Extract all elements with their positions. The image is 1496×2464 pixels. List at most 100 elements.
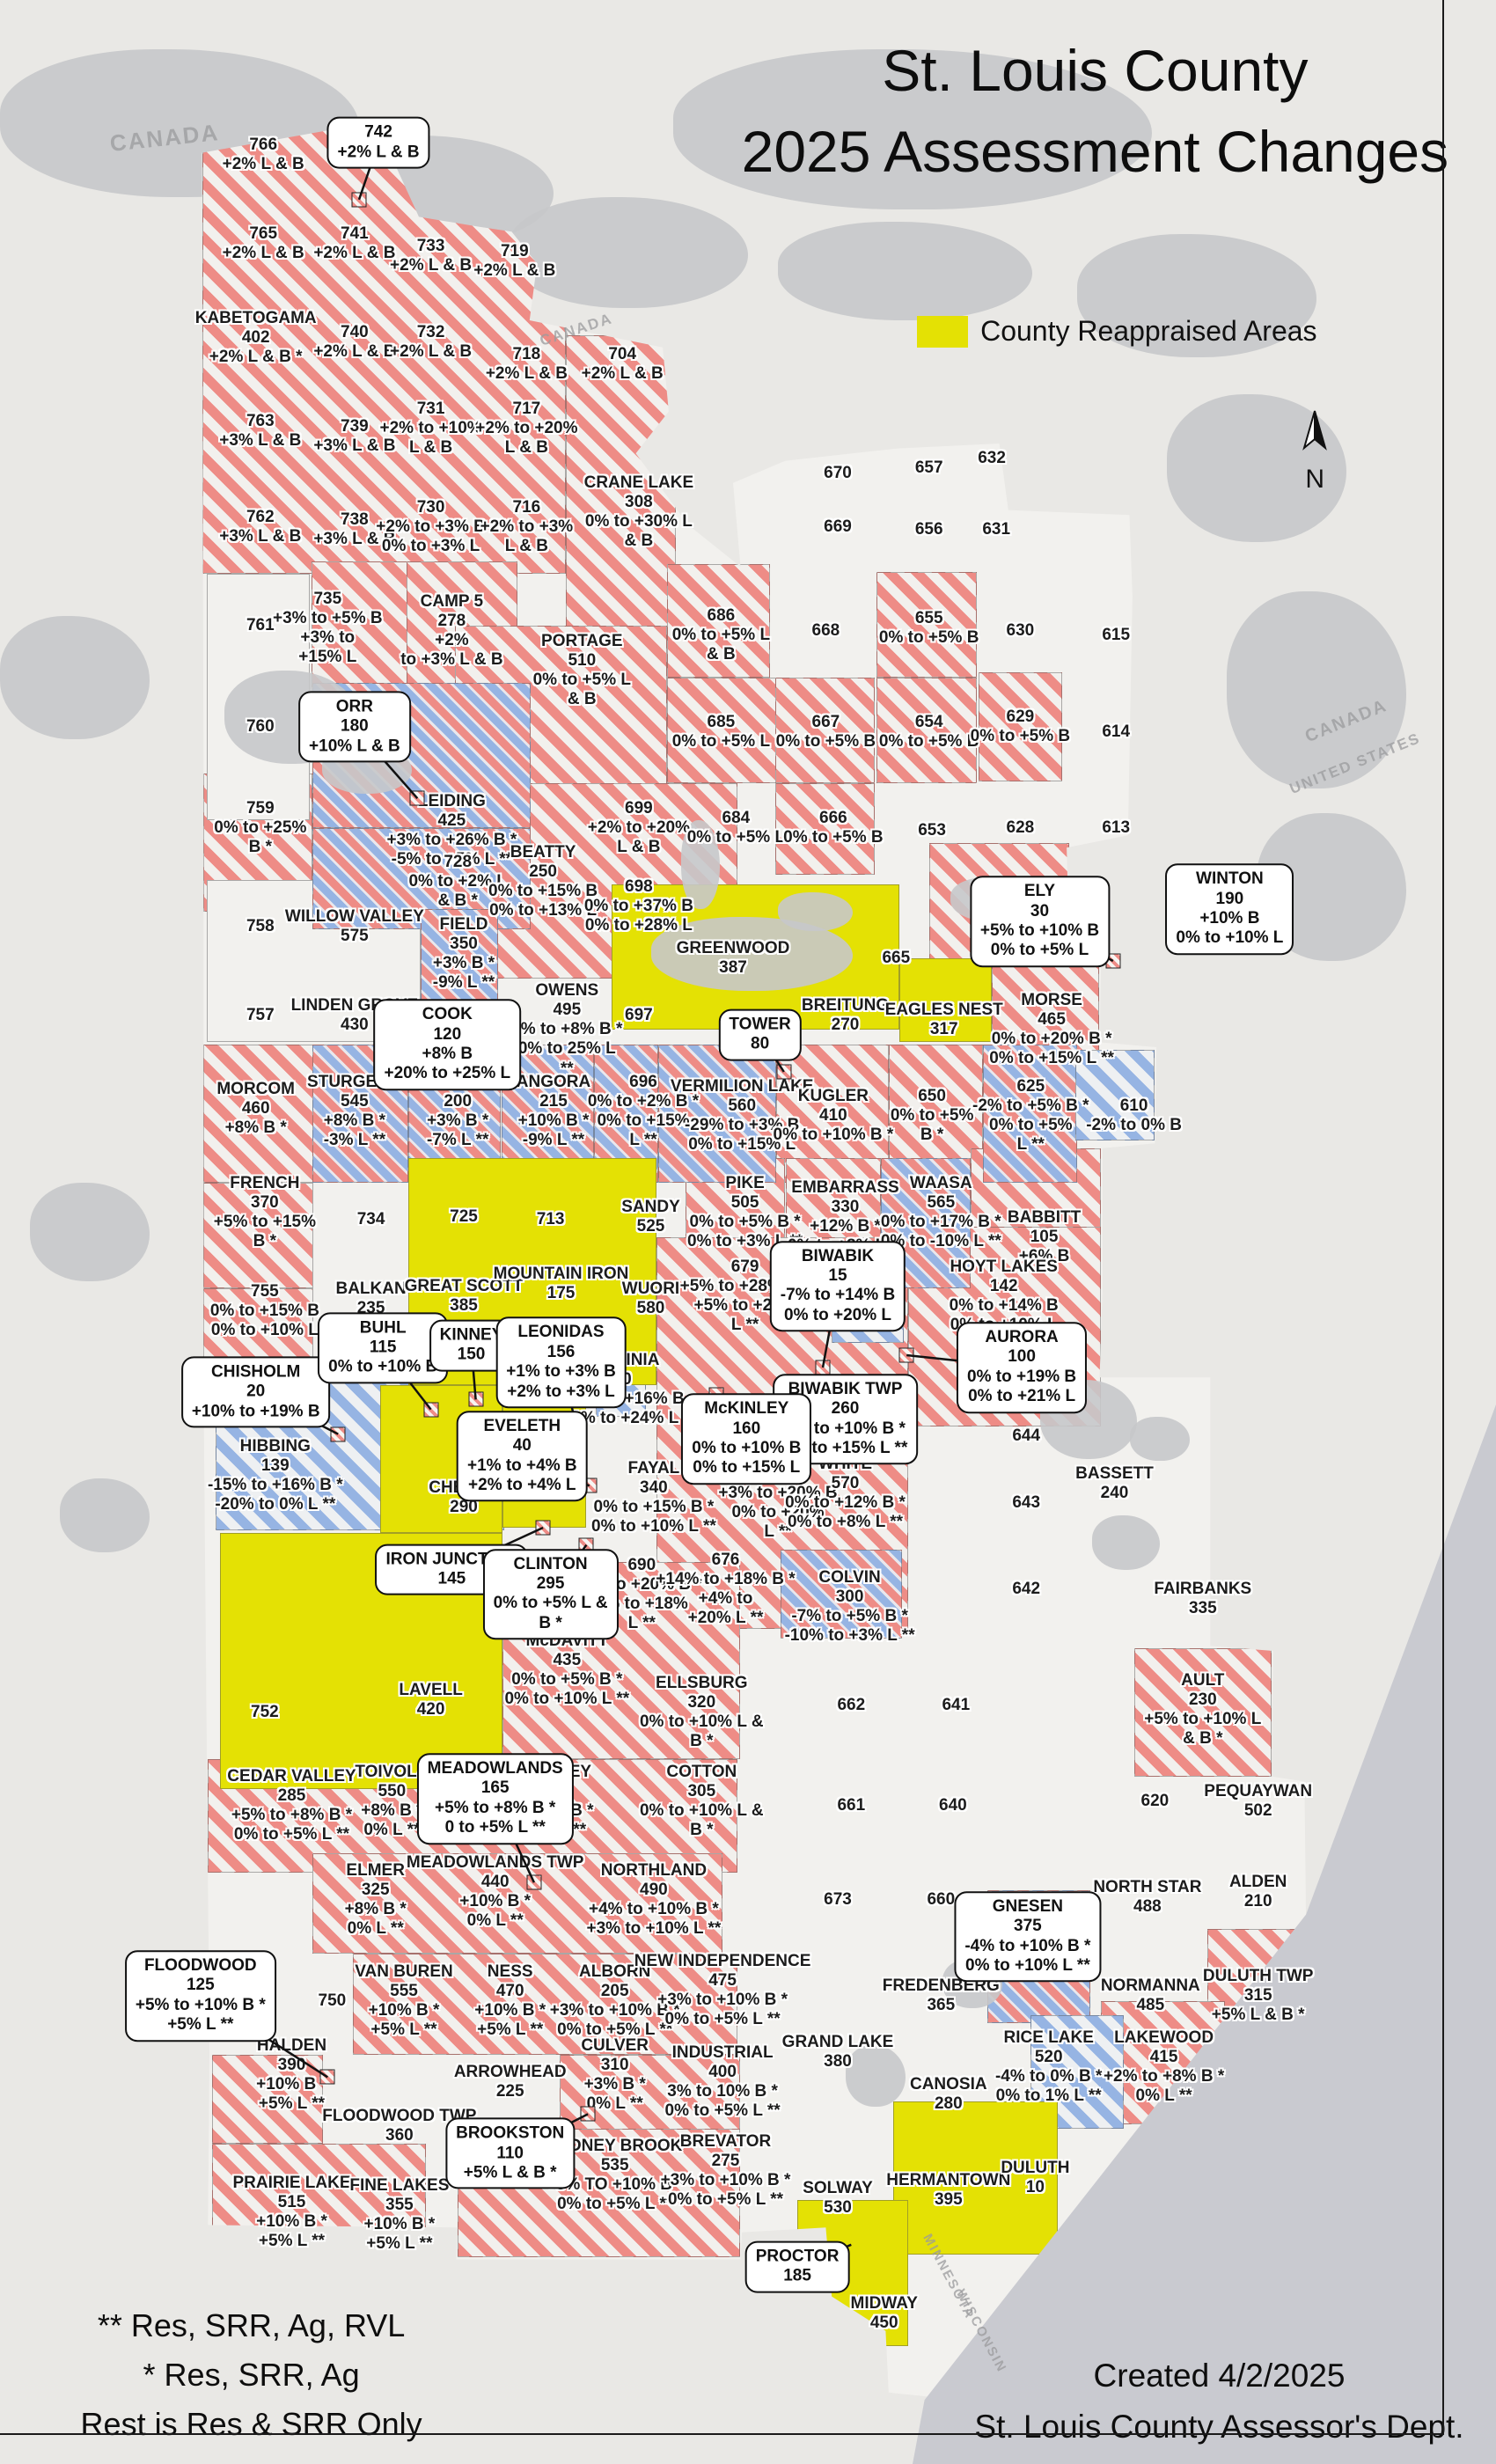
- label-line: -10% to +3% L **: [784, 1625, 915, 1645]
- label-line: -20% to 0% L **: [215, 1495, 336, 1514]
- region-label: 698 0% to +37% B 0% to +28% L: [584, 877, 693, 935]
- lake: [509, 197, 748, 308]
- zone-t667: [774, 678, 876, 784]
- label-line: CHISHOLM: [211, 1362, 301, 1382]
- footnote-line3: Rest is Res & SRR Only: [80, 2405, 422, 2442]
- label-line: 340: [640, 1478, 668, 1498]
- label-line: 115: [369, 1338, 397, 1357]
- label-line: HIBBING: [239, 1437, 311, 1456]
- label-line: McKINLEY: [704, 1399, 789, 1419]
- label-line: 641: [942, 1695, 971, 1714]
- label-line: NORTH STAR: [1093, 1877, 1202, 1896]
- label-line: +5% L & B *: [463, 2163, 557, 2182]
- label-line: 0% to +5% L: [671, 731, 771, 751]
- label-line: NORMANNA: [1100, 1976, 1200, 1995]
- callout-orr: ORR 180 +10% L & B: [298, 691, 411, 763]
- label-line: +2% L & B: [222, 155, 304, 174]
- lake: [30, 1183, 150, 1281]
- label-line: +5% to +10% B *: [135, 1996, 266, 2014]
- lake: [1092, 1515, 1160, 1570]
- region-label: PEQUAYWAN 502: [1204, 1782, 1312, 1821]
- label-line: +10% B *: [368, 2000, 440, 2020]
- label-line: 210: [1243, 1892, 1272, 1911]
- callout-mckinley: McKINLEY 160 0% to +10% B 0% to +15% L: [681, 1393, 812, 1485]
- label-line: 510: [568, 650, 597, 670]
- label-line: 0% to +5% L **: [667, 2189, 784, 2209]
- callout-buhl: BUHL 115 0% to +10% B: [318, 1311, 449, 1384]
- zone-t629: [978, 672, 1062, 781]
- label-line: PEQUAYWAN: [1204, 1781, 1313, 1800]
- label-line: 656: [914, 519, 943, 539]
- label-line: +5% to +10% L: [1144, 1710, 1262, 1729]
- label-line: 355: [385, 2196, 414, 2215]
- label-line: 0% to +5% B *: [689, 1212, 801, 1231]
- label-line: +5% to +10% B: [979, 921, 1100, 941]
- label-line: 615: [1102, 626, 1131, 645]
- label-line: 643: [1012, 1492, 1041, 1512]
- label-line: 613: [1102, 818, 1131, 837]
- label-line: 620: [1140, 1791, 1170, 1810]
- zone-t610: [1075, 1049, 1155, 1141]
- label-line: 644: [1012, 1426, 1041, 1446]
- region-label: 739 +3% L & B: [313, 417, 395, 456]
- label-line: 502: [1243, 1800, 1272, 1820]
- label-line: 667: [811, 712, 840, 731]
- region-label: MOUNTAIN IRON 175: [494, 1265, 629, 1303]
- label-line: +6% B: [1018, 1246, 1070, 1265]
- region-label: BREVATOR 275 +3% to +10% B * 0% to +5% L **: [661, 2132, 791, 2210]
- region-label: 757: [246, 1006, 275, 1025]
- label-line: 0% to +20% L: [784, 1306, 891, 1324]
- label-line: +2% L & B: [390, 342, 473, 362]
- region-label: 730 +2% to +3% B 0% to +3% L: [376, 498, 486, 556]
- label-line: 465: [1038, 1010, 1066, 1030]
- north-arrow-icon: [1302, 410, 1328, 451]
- label-line: +10% B *: [474, 2000, 546, 2020]
- label-line: 555: [390, 1981, 418, 2000]
- label-line: 0% L **: [1135, 2086, 1192, 2106]
- label-line: 697: [625, 1005, 653, 1024]
- label-line: 668: [811, 620, 840, 640]
- label-line: TOWER: [729, 1015, 791, 1034]
- region-label: CAMP 5 278 +2% to +3% L & B: [400, 592, 502, 670]
- label-line: 185: [783, 2267, 811, 2285]
- label-line: +2% L & B *: [209, 347, 303, 366]
- region-label: 733 +2% L & B: [390, 237, 472, 275]
- label-line: & B: [624, 532, 654, 551]
- zone-t625: [982, 1045, 1077, 1183]
- label-line: OWENS: [535, 981, 599, 1001]
- label-line: 653: [918, 820, 946, 840]
- label-line: SOLWAY: [803, 2178, 873, 2197]
- label-line: +2% L & B: [313, 244, 396, 263]
- label-line: FAIRBANKS: [1154, 1580, 1252, 1599]
- label-line: COOK: [422, 1005, 473, 1024]
- label-line: -7% L **: [426, 1130, 489, 1149]
- label-line: 387: [719, 958, 747, 978]
- label-line: 669: [824, 517, 852, 537]
- callout-chisholm: CHISHOLM 20 +10% to +19% B: [180, 1356, 331, 1428]
- label-line: 165: [480, 1778, 510, 1798]
- label-line: 402: [241, 327, 270, 347]
- label-line: to +3% L & B: [400, 649, 503, 669]
- label-line: +2% L & B: [473, 260, 556, 280]
- label-line: EAGLES NEST: [884, 1001, 1003, 1020]
- label-line: 40: [512, 1436, 532, 1456]
- region-label: RICE LAKE 520 -4% to 0% B * 0% to 1% L **: [995, 2028, 1102, 2106]
- label-line: PIKE: [725, 1173, 765, 1192]
- label-line: 0% to +5% B: [783, 827, 884, 847]
- region-label: BREITUNG 270: [802, 996, 889, 1035]
- region-label: BABBITT 105 +6% B: [1008, 1208, 1081, 1266]
- region-label: BEATTY 250 0% to +15% B 0% to +13% L: [488, 843, 598, 920]
- label-line: 0 to +5% L **: [444, 1818, 546, 1837]
- label-line: 110: [496, 2143, 524, 2162]
- label-line: 661: [837, 1796, 866, 1815]
- label-line: 0% to +5% B: [775, 731, 876, 751]
- label-line: ANGORA: [516, 1072, 591, 1091]
- label-line: 290: [450, 1498, 478, 1517]
- region-label: 704 +2% L & B: [582, 345, 664, 384]
- label-line: 765: [249, 224, 278, 244]
- label-line: 752: [251, 1702, 279, 1721]
- label-line: -2% to 0% B: [1086, 1116, 1182, 1135]
- region-label: FAIRBANKS 335: [1154, 1580, 1251, 1618]
- region-label: OWENS 495 0% to +8% B * 0% to 25% L **: [511, 981, 622, 1078]
- label-line: 713: [536, 1209, 565, 1228]
